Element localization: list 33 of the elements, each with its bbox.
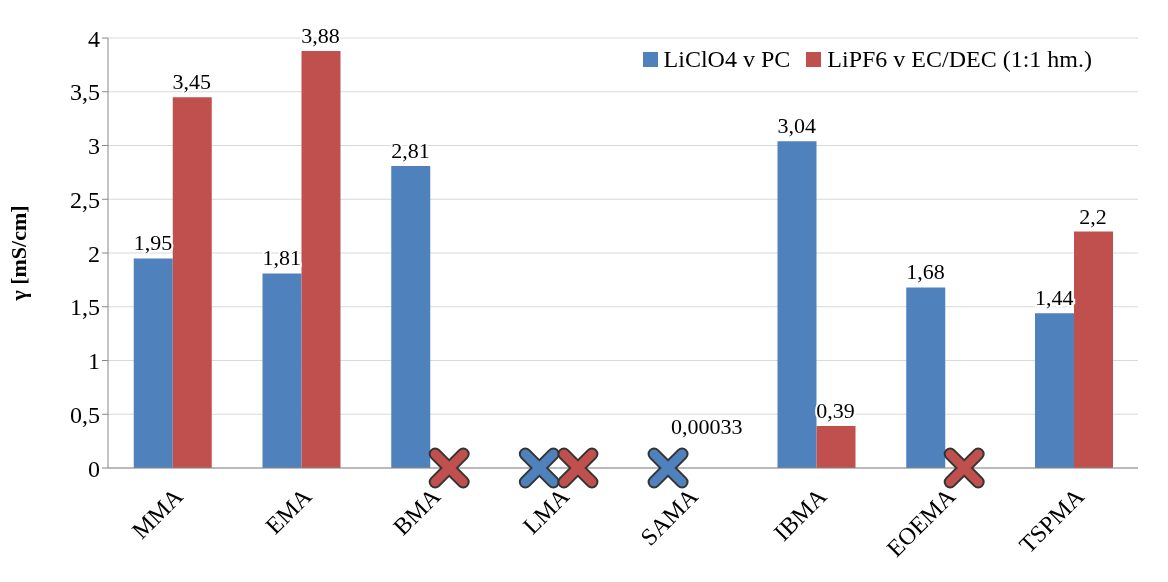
data-label: 2,81 [391,137,430,163]
y-tick-label: 3,5 [70,79,100,106]
data-label: 3,45 [172,69,211,95]
bar [391,165,431,468]
data-label: 2,2 [1079,203,1107,229]
bar [172,97,212,468]
data-label: 0,00033 [670,414,743,439]
y-axis-title: γ [mS/cm] [5,205,31,302]
data-label: 1,95 [133,230,173,256]
y-tick-label: 2,5 [70,186,100,213]
data-label: 1,44 [1035,285,1074,311]
bar [301,50,341,468]
data-label: 1,81 [262,245,302,271]
y-tick-label: 0,5 [70,401,100,428]
bar [1035,313,1074,468]
bar [133,258,173,468]
data-label: 3,04 [777,113,817,139]
data-label: 1,68 [906,259,945,285]
y-tick-label: 1 [88,348,100,375]
y-tick-label: 2 [88,240,100,267]
bar [816,426,856,468]
y-tick-label: 3 [88,133,100,160]
legend-label: LiPF6 v EC/DEC (1:1 hm.) [827,46,1092,73]
y-tick-label: 4 [88,25,100,52]
bar [777,141,817,468]
legend-label: LiClO4 v PC [663,46,791,73]
y-tick-label: 1,5 [70,294,100,321]
y-tick-label: 0 [88,455,100,482]
bar [1074,231,1113,468]
data-label: 3,88 [301,22,340,48]
bar [262,273,302,468]
data-label: 0,39 [816,398,855,424]
bar [906,287,946,468]
